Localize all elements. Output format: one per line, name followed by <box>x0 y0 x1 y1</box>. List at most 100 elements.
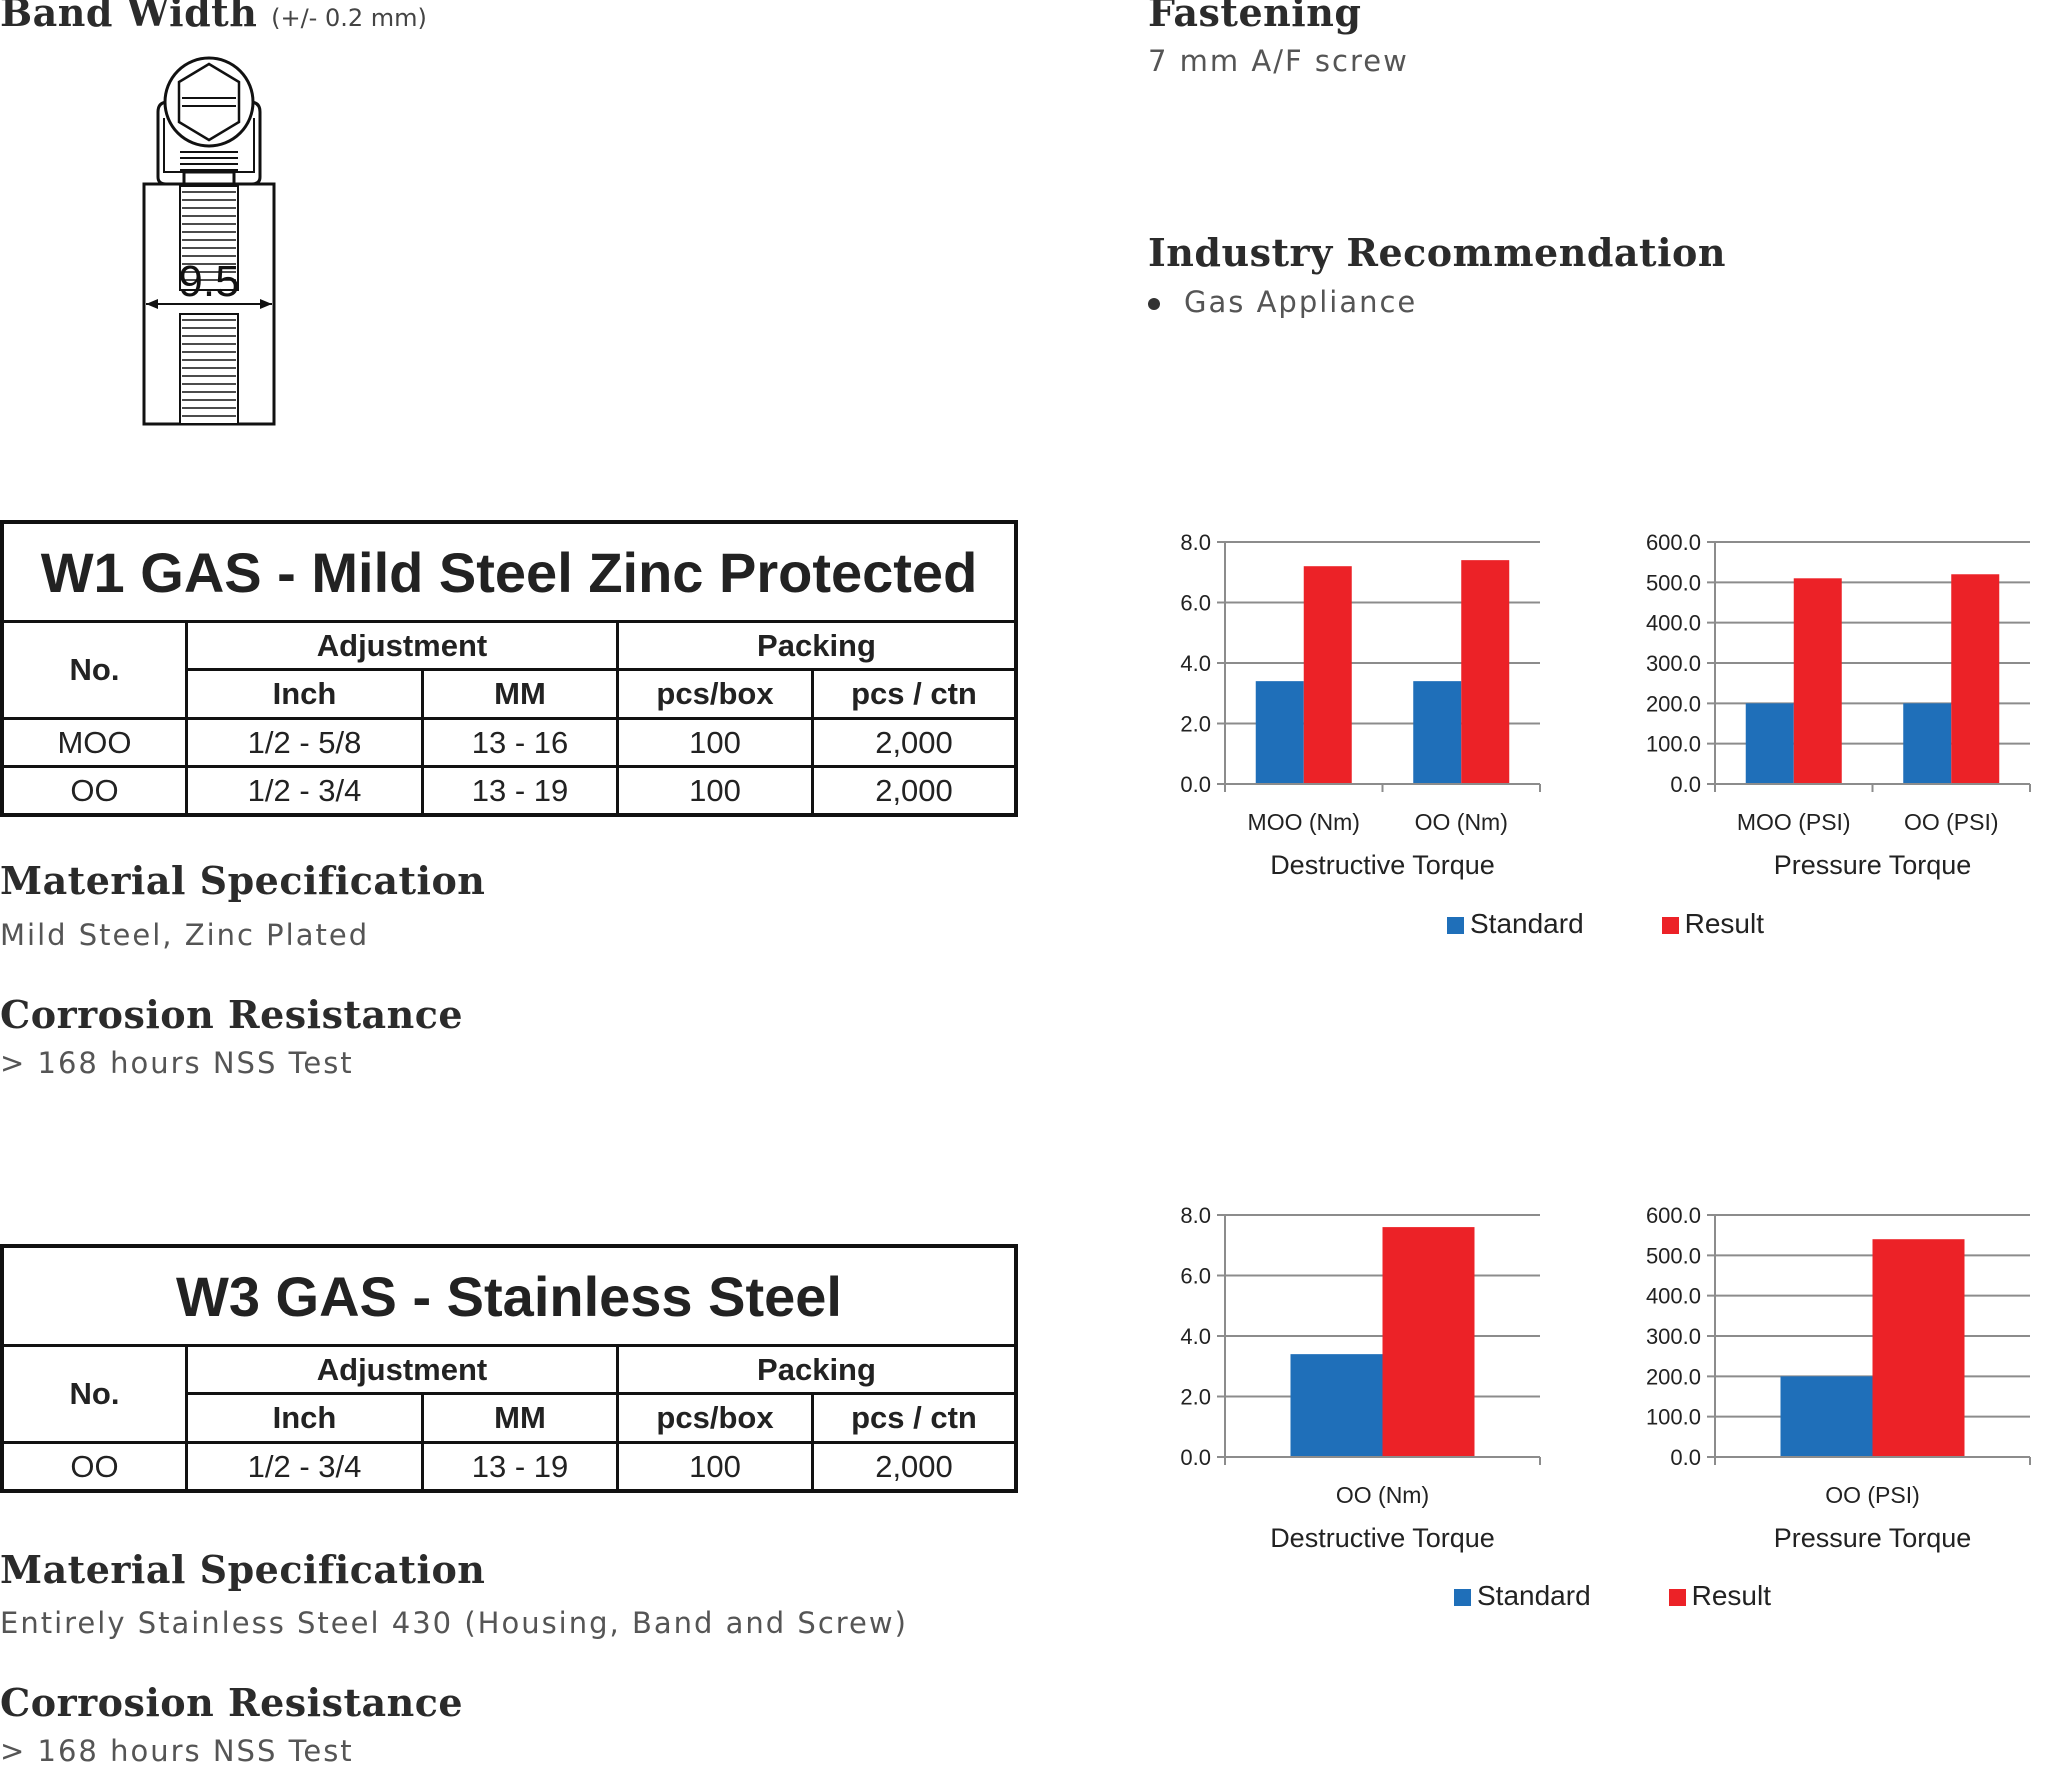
y-tick-label: 500.0 <box>1646 570 1701 595</box>
w1-header-pcs-box: pcs/box <box>616 668 814 720</box>
chart-title: Pressure Torque <box>1774 850 1972 880</box>
bar-result <box>1793 578 1842 784</box>
w3-pressure-torque-chart: 0.0 100.0 200.0 300.0 400.0 500.0 600.0 OO (PSI… <box>1646 1203 2031 1553</box>
cell-pcs-box: 100 <box>616 765 814 817</box>
bar-result <box>1382 1227 1475 1457</box>
y-tick-label: 0.0 <box>1670 772 1701 797</box>
y-tick-label: 600.0 <box>1646 530 1701 555</box>
y-tick-label: 0.0 <box>1180 1445 1211 1470</box>
w1-material-title: Material Specification <box>0 858 486 903</box>
legend-result-label: Result <box>1691 1580 1772 1611</box>
x-tick-label: MOO (Nm) <box>1248 809 1360 835</box>
y-tick-label: 0.0 <box>1180 772 1211 797</box>
bar-standard <box>1745 703 1794 784</box>
cell-pcs-ctn: 2,000 <box>811 717 1018 768</box>
legend-standard: Standard <box>1447 908 1584 940</box>
w1-corrosion-text: > 168 hours NSS Test <box>0 1046 354 1080</box>
w3-header-packing: Packing <box>616 1344 1018 1395</box>
legend-standard: Standard <box>1454 1580 1591 1612</box>
w3-destructive-torque-chart: 0.0 2.0 4.0 6.0 8.0 OO (Nm) Destructive Torque <box>1180 1203 1541 1553</box>
w1-material-text: Mild Steel, Zinc Plated <box>0 918 370 952</box>
y-tick-label: 200.0 <box>1646 691 1701 716</box>
y-tick-label: 8.0 <box>1180 1203 1211 1228</box>
cell-pcs-ctn: 2,000 <box>811 1441 1018 1493</box>
w1-chart-legend: Standard Result <box>1447 908 1842 940</box>
cell-no: MOO <box>0 717 188 768</box>
y-tick-label: 300.0 <box>1646 651 1701 676</box>
w1-table-title: W1 GAS - Mild Steel Zinc Protected <box>0 520 1018 623</box>
bar-result <box>1461 560 1510 784</box>
clamp-drawing: 9.5 <box>142 56 276 426</box>
w3-spec-table: W3 GAS - Stainless Steel No. Adjustment … <box>0 1244 1018 1493</box>
cell-pcs-box: 100 <box>616 717 814 768</box>
industry-item: Gas Appliance <box>1148 285 1417 319</box>
legend-standard-label: Standard <box>1470 908 1584 939</box>
y-tick-label: 400.0 <box>1646 611 1701 636</box>
w3-table-title: W3 GAS - Stainless Steel <box>0 1244 1018 1347</box>
w1-header-adjustment: Adjustment <box>185 620 619 671</box>
y-tick-label: 6.0 <box>1180 591 1211 616</box>
y-tick-label: 4.0 <box>1180 651 1211 676</box>
w1-header-packing: Packing <box>616 620 1018 671</box>
y-tick-label: 200.0 <box>1646 1364 1701 1389</box>
chart-title: Pressure Torque <box>1774 1523 1972 1553</box>
fastening-text: 7 mm A/F screw <box>1148 44 1409 78</box>
bar-result <box>1872 1239 1965 1457</box>
cell-no: OO <box>0 1441 188 1493</box>
w3-header-pcs-ctn: pcs / ctn <box>811 1392 1018 1444</box>
cell-inch: 1/2 - 5/8 <box>185 717 424 768</box>
bar-standard <box>1413 681 1462 784</box>
w1-corrosion-title: Corrosion Resistance <box>0 992 464 1037</box>
y-tick-label: 4.0 <box>1180 1324 1211 1349</box>
fastening-title: Fastening <box>1148 0 1362 35</box>
chart-title: Destructive Torque <box>1270 850 1495 880</box>
x-tick-label: OO (Nm) <box>1415 809 1508 835</box>
w3-header-pcs-box: pcs/box <box>616 1392 814 1444</box>
w3-header-no: No. <box>0 1344 188 1444</box>
y-tick-label: 0.0 <box>1670 1445 1701 1470</box>
y-tick-label: 600.0 <box>1646 1203 1701 1228</box>
cell-mm: 13 - 19 <box>421 1441 619 1493</box>
industry-item-label: Gas Appliance <box>1184 285 1418 319</box>
legend-result: Result <box>1668 1580 1772 1612</box>
chart-title: Destructive Torque <box>1270 1523 1495 1553</box>
y-tick-label: 2.0 <box>1180 1385 1211 1410</box>
band-width-value: 9.5 <box>178 257 239 306</box>
legend-standard-swatch <box>1447 917 1464 935</box>
bar-result <box>1951 574 2000 784</box>
bar-standard <box>1255 681 1304 784</box>
w3-corrosion-title: Corrosion Resistance <box>0 1680 464 1725</box>
w1-spec-table: W1 GAS - Mild Steel Zinc Protected No. A… <box>0 520 1018 817</box>
bar-standard <box>1290 1354 1383 1457</box>
w1-pressure-torque-chart: 0.0 100.0 200.0 300.0 400.0 500.0 600.0 MOO (PS… <box>1646 530 2031 880</box>
y-tick-label: 100.0 <box>1646 1405 1701 1430</box>
w3-chart-legend: Standard Result <box>1454 1580 1849 1612</box>
y-tick-label: 8.0 <box>1180 530 1211 555</box>
cell-no: OO <box>0 765 188 817</box>
table-row: MOO 1/2 - 5/8 13 - 16 100 2,000 <box>0 717 1018 768</box>
y-tick-label: 2.0 <box>1180 712 1211 737</box>
w1-header-inch: Inch <box>185 668 424 720</box>
table-row: OO 1/2 - 3/4 13 - 19 100 2,000 <box>0 1441 1018 1493</box>
w1-header-pcs-ctn: pcs / ctn <box>811 668 1018 720</box>
w3-material-title: Material Specification <box>0 1547 486 1592</box>
legend-result: Result <box>1661 908 1765 940</box>
y-tick-label: 400.0 <box>1646 1284 1701 1309</box>
bar-standard <box>1903 703 1952 784</box>
y-tick-label: 100.0 <box>1646 732 1701 757</box>
x-tick-label: OO (PSI) <box>1904 809 1999 835</box>
w3-header-adjustment: Adjustment <box>185 1344 619 1395</box>
x-tick-label: MOO (PSI) <box>1737 809 1851 835</box>
y-tick-label: 6.0 <box>1180 1264 1211 1289</box>
w1-header-mm: MM <box>421 668 619 720</box>
x-tick-label: OO (PSI) <box>1825 1482 1920 1508</box>
cell-pcs-ctn: 2,000 <box>811 765 1018 817</box>
w1-destructive-torque-chart: 0.0 2.0 4.0 6.0 8.0 MOO (Nm) OO (Nm) Destructiv… <box>1180 530 1541 880</box>
legend-standard-label: Standard <box>1477 1580 1591 1611</box>
legend-result-label: Result <box>1684 908 1765 939</box>
bar-standard <box>1780 1376 1873 1457</box>
cell-inch: 1/2 - 3/4 <box>185 765 424 817</box>
y-tick-label: 300.0 <box>1646 1324 1701 1349</box>
bullet-icon <box>1148 298 1160 310</box>
y-tick-label: 500.0 <box>1646 1243 1701 1268</box>
